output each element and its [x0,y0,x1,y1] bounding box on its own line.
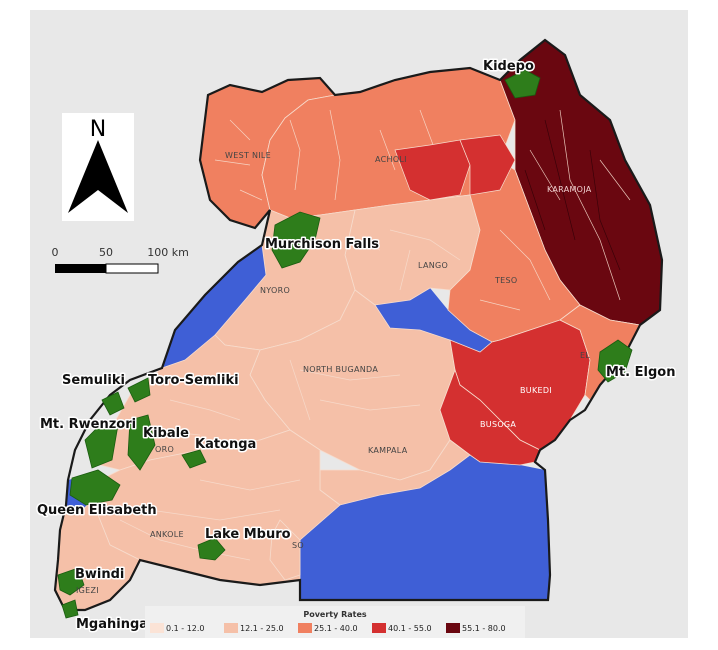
lake-kyoga [375,288,492,352]
legend-label: 12.1 - 25.0 [240,624,284,633]
north-arrow: N [62,113,134,221]
park-label-mgahinga: Mgahinga [76,617,148,632]
label-nyoro: NYORO [260,286,290,295]
region-labels: WEST NILE ACHOLI KARAMOJA LANGO TESO NYO… [76,151,592,595]
park-label-bwindi: Bwindi [75,567,124,582]
scale-bar: 0 50 100 km [52,246,189,274]
parks [57,69,633,619]
legend-label: 0.1 - 12.0 [166,624,205,633]
park-label-murchison: Murchison Falls [265,237,379,252]
label-north-buganda: NORTH BUGANDA [303,365,378,374]
lake-albert [162,245,266,368]
scale-tick-0: 0 [52,246,59,259]
label-south-buganda: SO [292,541,304,550]
park-label-lake-mburo: Lake Mburo [205,527,291,542]
park-murchison [271,211,321,269]
park-lake-mburo [197,537,226,561]
label-lango: LANGO [418,261,448,270]
legend-label: 25.1 - 40.0 [314,624,358,633]
scale-tick-50: 50 [99,246,113,259]
district-lines [119,109,631,561]
uganda-outline [53,38,664,612]
park-label-rwenzori: Mt. Rwenzori [40,417,136,432]
park-semuliki [101,391,125,416]
acholi-red-districts [394,134,516,201]
label-karamoja: KARAMOJA [547,185,592,194]
park-katonga [181,449,207,469]
legend-swatch [298,623,312,633]
lake-victoria [300,455,550,600]
label-west-nile: WEST NILE [225,151,271,160]
label-kigezi: IGEZI [76,586,99,595]
park-elgon [597,339,633,383]
park-label-kidepo: Kidepo [483,59,534,74]
label-ankole: ANKOLE [150,530,184,539]
label-teso: TESO [494,276,518,285]
park-kidepo [504,69,541,99]
park-label-elgon: Mt. Elgon [606,365,675,380]
park-queen-elisabeth [69,469,121,506]
legend-label: 40.1 - 55.0 [388,624,432,633]
label-busoga: BUSOGA [480,420,516,429]
park-rwenzori [84,419,119,469]
park-labels: Kidepo Murchison Falls Semuliki Toro-Sem… [36,58,677,634]
park-label-toro-semliki: Toro-Semliki [148,373,239,388]
legend-title: Poverty Rates [303,610,367,619]
park-kibale [127,414,156,471]
legend-swatch [150,623,164,633]
karamoja-lines [524,119,621,271]
legend: Poverty Rates 0.1 - 12.0 12.1 - 25.0 25.1 … [145,606,525,638]
label-acholi: ACHOLI [375,155,407,164]
label-bukedi: BUKEDI [520,386,552,395]
region-south-buganda [269,519,301,581]
park-bwindi [57,567,85,596]
legend-items: 0.1 - 12.0 12.1 - 25.0 25.1 - 40.0 40.1 - 5… [150,623,506,633]
park-label-queen-elisabeth: Queen Elisabeth [37,503,157,518]
park-label-katonga: Katonga [195,437,256,452]
park-label-semuliki: Semuliki [62,373,125,388]
water-bodies [66,245,550,600]
legend-swatch [446,623,460,633]
legend-swatch [224,623,238,633]
label-toro: ORO [155,445,174,454]
park-toro-semliki [127,377,151,403]
legend-swatch [372,623,386,633]
legend-label: 55.1 - 80.0 [462,624,506,633]
label-elgon: EL [580,351,590,360]
scale-tick-100: 100 km [147,246,189,259]
north-arrow-icon [68,140,128,213]
park-label-kibale: Kibale [143,426,189,441]
label-kampala: KAMPALA [368,446,408,455]
north-letter: N [90,117,106,142]
park-mgahinga [61,599,79,619]
